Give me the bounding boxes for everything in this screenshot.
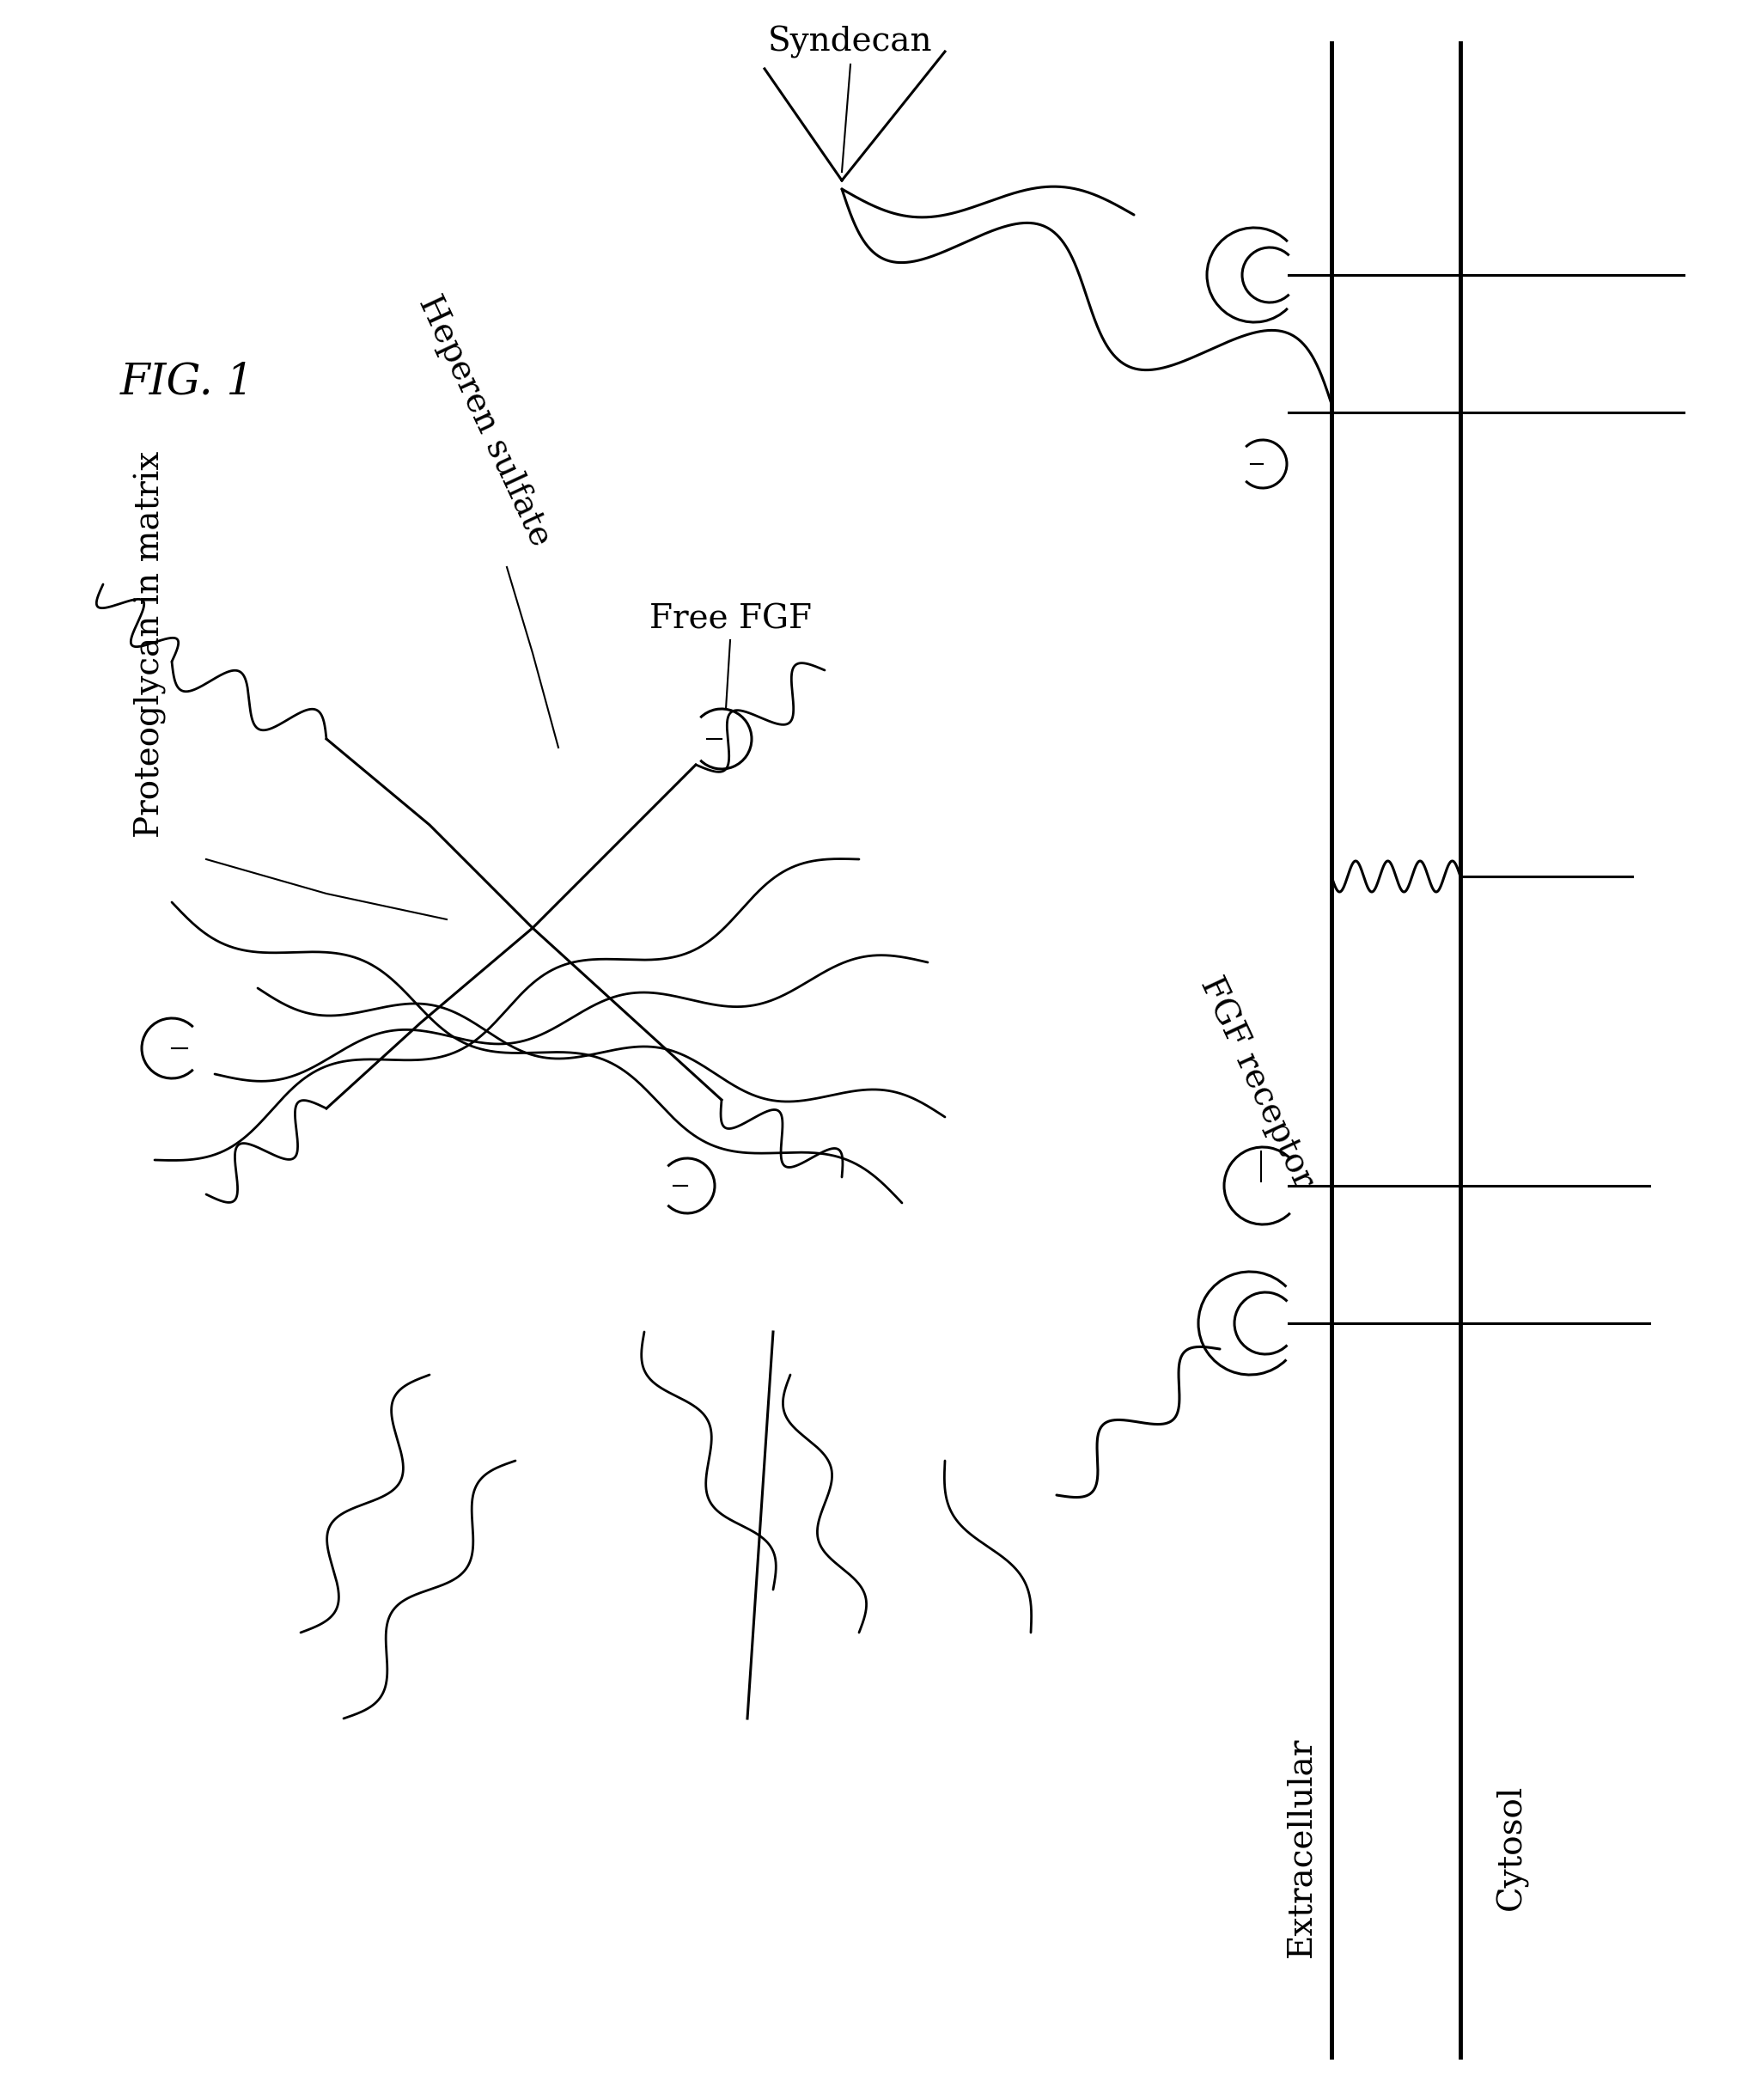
Text: FIG. 1: FIG. 1 <box>121 361 254 403</box>
Text: Heperen sulfate: Heperen sulfate <box>412 290 556 552</box>
Text: Syndecan: Syndecan <box>769 25 932 59</box>
Text: Free FGF: Free FGF <box>649 605 811 636</box>
Text: FGF receptor: FGF receptor <box>1193 972 1320 1193</box>
Text: Extracellular: Extracellular <box>1286 1737 1318 1957</box>
Text: Cytosol: Cytosol <box>1495 1785 1529 1911</box>
Text: Proteoglycan in matrix: Proteoglycan in matrix <box>133 452 167 838</box>
